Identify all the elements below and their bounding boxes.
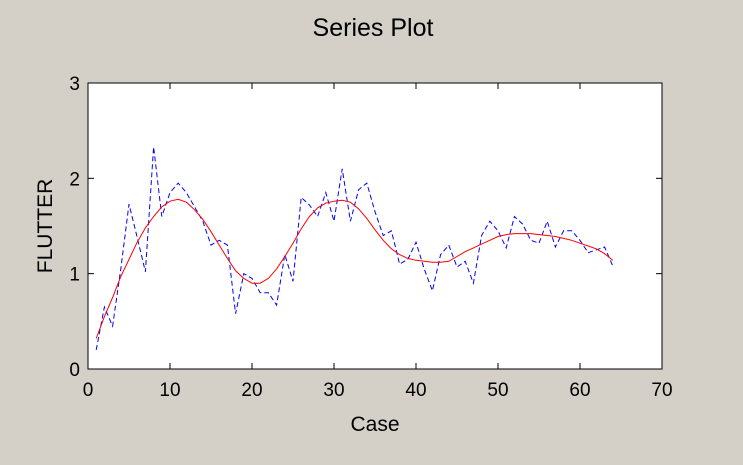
y-axis-label: FLUTTER <box>34 179 57 274</box>
x-axis: 0 10 20 30 40 50 60 70 <box>83 83 673 401</box>
plot-frame <box>87 82 663 370</box>
x-tick-label: 0 <box>83 380 94 401</box>
plot-area <box>88 83 662 369</box>
chart-title: Series Plot <box>313 14 434 42</box>
series-smoothed-line <box>95 198 614 339</box>
y-tick-label: 0 <box>69 360 80 381</box>
x-tick-label: 20 <box>241 380 262 401</box>
y-tick-label: 1 <box>69 265 80 286</box>
x-tick-label: 60 <box>569 380 590 401</box>
x-tick-label: 70 <box>651 380 672 401</box>
x-tick-label: 30 <box>323 380 344 401</box>
x-tick-label: 50 <box>487 380 508 401</box>
y-axis: 0 1 2 3 <box>69 74 662 381</box>
y-tick-label: 2 <box>69 169 80 190</box>
x-tick-label: 40 <box>405 380 426 401</box>
x-tick-label: 10 <box>159 380 180 401</box>
x-axis-label: Case <box>350 413 399 436</box>
series-layer <box>95 146 614 350</box>
y-tick-label: 3 <box>69 74 80 95</box>
